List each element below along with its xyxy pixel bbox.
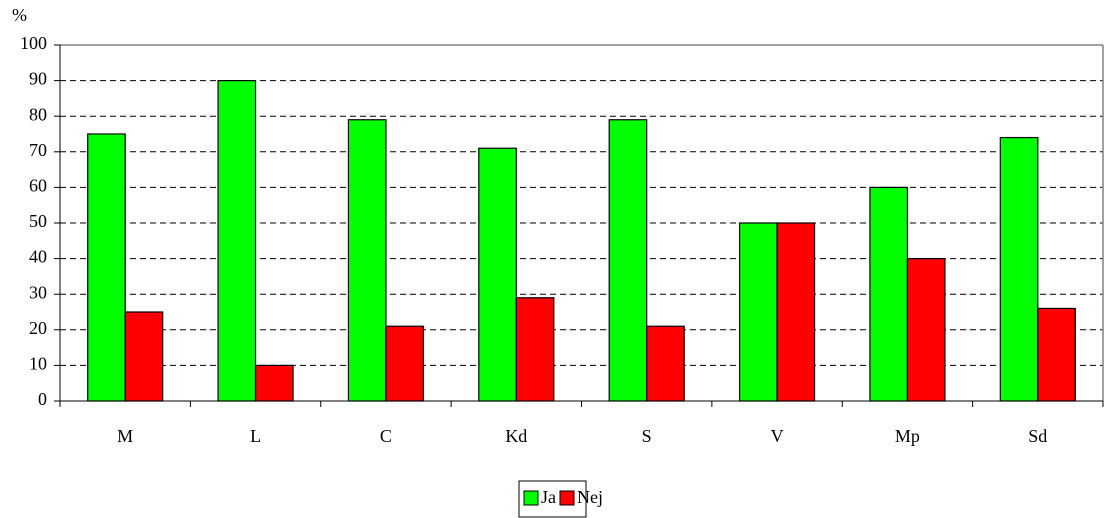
- x-tick-label: Kd: [505, 426, 527, 446]
- bar: [217, 79, 257, 402]
- y-tick-label: 50: [29, 211, 47, 231]
- x-tick-label: C: [380, 426, 392, 446]
- y-axis-label: %: [12, 5, 27, 25]
- bar: [869, 186, 909, 402]
- bar: [646, 325, 685, 402]
- x-tick-label: S: [642, 426, 652, 446]
- x-tick-label: L: [250, 426, 261, 446]
- bar: [738, 222, 778, 402]
- x-tick-label: Sd: [1028, 426, 1047, 446]
- y-tick-label: 30: [29, 282, 47, 302]
- y-tick-label: 0: [38, 389, 47, 409]
- y-tick-label: 20: [29, 318, 47, 338]
- bar: [515, 297, 555, 402]
- bar: [385, 325, 425, 402]
- x-tick-label: M: [117, 426, 133, 446]
- bar: [87, 133, 126, 402]
- y-tick-label: 100: [20, 33, 47, 53]
- y-tick-label: 40: [29, 247, 47, 267]
- x-tick-label: V: [771, 426, 784, 446]
- bar: [906, 258, 946, 402]
- legend-label: Ja: [541, 487, 556, 507]
- x-tick-label: Mp: [895, 426, 920, 446]
- legend-label: Nej: [577, 487, 603, 507]
- y-tick-label: 10: [29, 354, 47, 374]
- bar: [347, 119, 387, 402]
- legend-swatch: [523, 490, 539, 506]
- bar: [254, 364, 294, 402]
- bar: [478, 147, 517, 402]
- bar: [1037, 307, 1076, 402]
- y-tick-label: 70: [29, 140, 47, 160]
- bar: [999, 136, 1039, 402]
- y-tick-label: 90: [29, 69, 47, 89]
- bar: [776, 222, 816, 402]
- y-tick-label: 60: [29, 176, 47, 196]
- y-tick-label: 80: [29, 104, 47, 124]
- bar: [608, 119, 648, 402]
- legend-swatch: [559, 490, 575, 506]
- bar: [124, 311, 164, 402]
